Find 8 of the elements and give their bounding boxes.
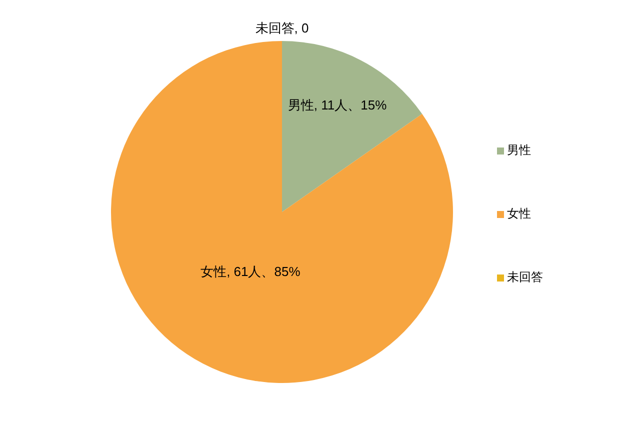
text: 未回答, 0 — [255, 20, 309, 36]
legend-label: 男性 — [507, 143, 531, 158]
pie-slice — [111, 41, 453, 383]
pie-slice — [282, 41, 422, 212]
data-label: 女性, 61人、85% — [200, 264, 301, 280]
legend-label: 女性 — [507, 206, 531, 221]
legend-label: 未回答 — [507, 270, 543, 284]
data-label: 男性, 11人、15% — [288, 97, 388, 112]
